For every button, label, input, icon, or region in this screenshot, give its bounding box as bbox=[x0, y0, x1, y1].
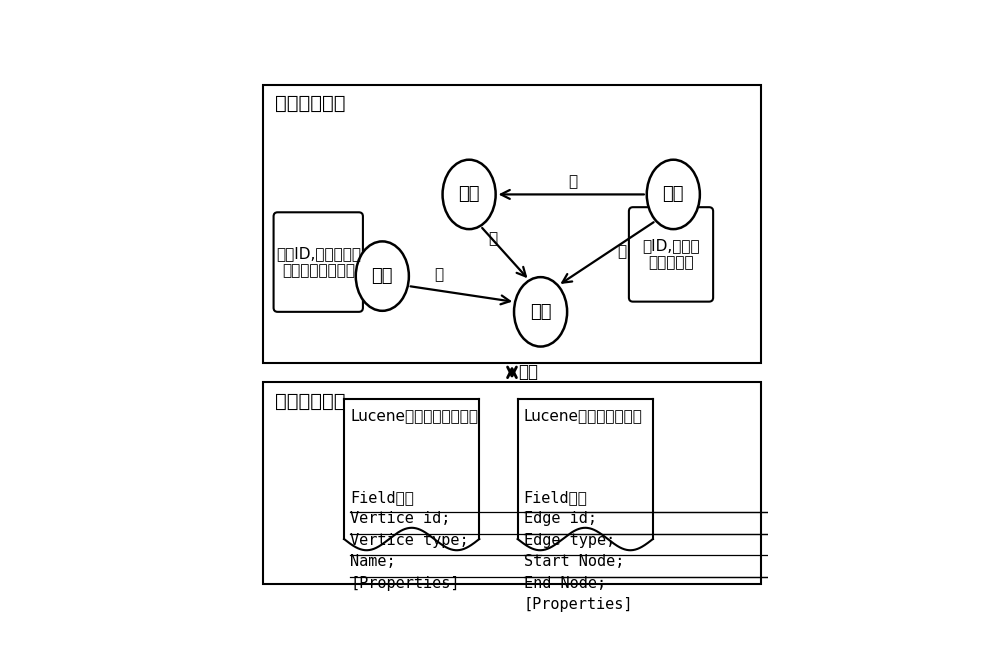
FancyBboxPatch shape bbox=[274, 212, 363, 312]
Text: 节点: 节点 bbox=[663, 186, 684, 204]
Text: 节点: 节点 bbox=[530, 303, 551, 321]
Text: 边: 边 bbox=[568, 174, 577, 189]
Text: [Properties]: [Properties] bbox=[350, 575, 460, 591]
FancyBboxPatch shape bbox=[629, 207, 713, 302]
Text: 富图逻辑模型: 富图逻辑模型 bbox=[275, 94, 345, 113]
Text: 节点: 节点 bbox=[372, 267, 393, 285]
Text: [Properties]: [Properties] bbox=[524, 597, 633, 612]
Text: Field项：: Field项： bbox=[350, 490, 414, 505]
Text: 映射: 映射 bbox=[518, 363, 538, 381]
Text: 底层物理模型: 底层物理模型 bbox=[275, 391, 345, 410]
Text: Edge type;: Edge type; bbox=[524, 532, 615, 548]
Text: Vertice type;: Vertice type; bbox=[350, 532, 469, 548]
Text: Edge id;: Edge id; bbox=[524, 511, 597, 526]
Text: Lucene索引文档（节点）: Lucene索引文档（节点） bbox=[350, 408, 478, 423]
Text: Vertice id;: Vertice id; bbox=[350, 511, 451, 526]
Ellipse shape bbox=[443, 160, 496, 229]
Text: 边: 边 bbox=[489, 231, 498, 247]
Ellipse shape bbox=[647, 160, 700, 229]
Ellipse shape bbox=[356, 241, 409, 311]
Text: End Node;: End Node; bbox=[524, 575, 606, 591]
Text: Field项：: Field项： bbox=[524, 490, 588, 505]
Text: 边ID,关系类
型，属性项: 边ID,关系类 型，属性项 bbox=[642, 238, 700, 271]
Text: 节点ID,实体类型，
节点名称，属性项: 节点ID,实体类型， 节点名称，属性项 bbox=[276, 246, 361, 278]
Bar bbox=[263, 85, 761, 363]
Text: 边: 边 bbox=[434, 267, 443, 282]
Text: 节点: 节点 bbox=[458, 186, 480, 204]
Text: Start Node;: Start Node; bbox=[524, 554, 624, 569]
Bar bbox=[263, 383, 761, 584]
Ellipse shape bbox=[514, 277, 567, 347]
Text: 边: 边 bbox=[618, 245, 627, 260]
Text: Lucene索引文档（边）: Lucene索引文档（边） bbox=[524, 408, 643, 423]
Text: Name;: Name; bbox=[350, 554, 396, 569]
